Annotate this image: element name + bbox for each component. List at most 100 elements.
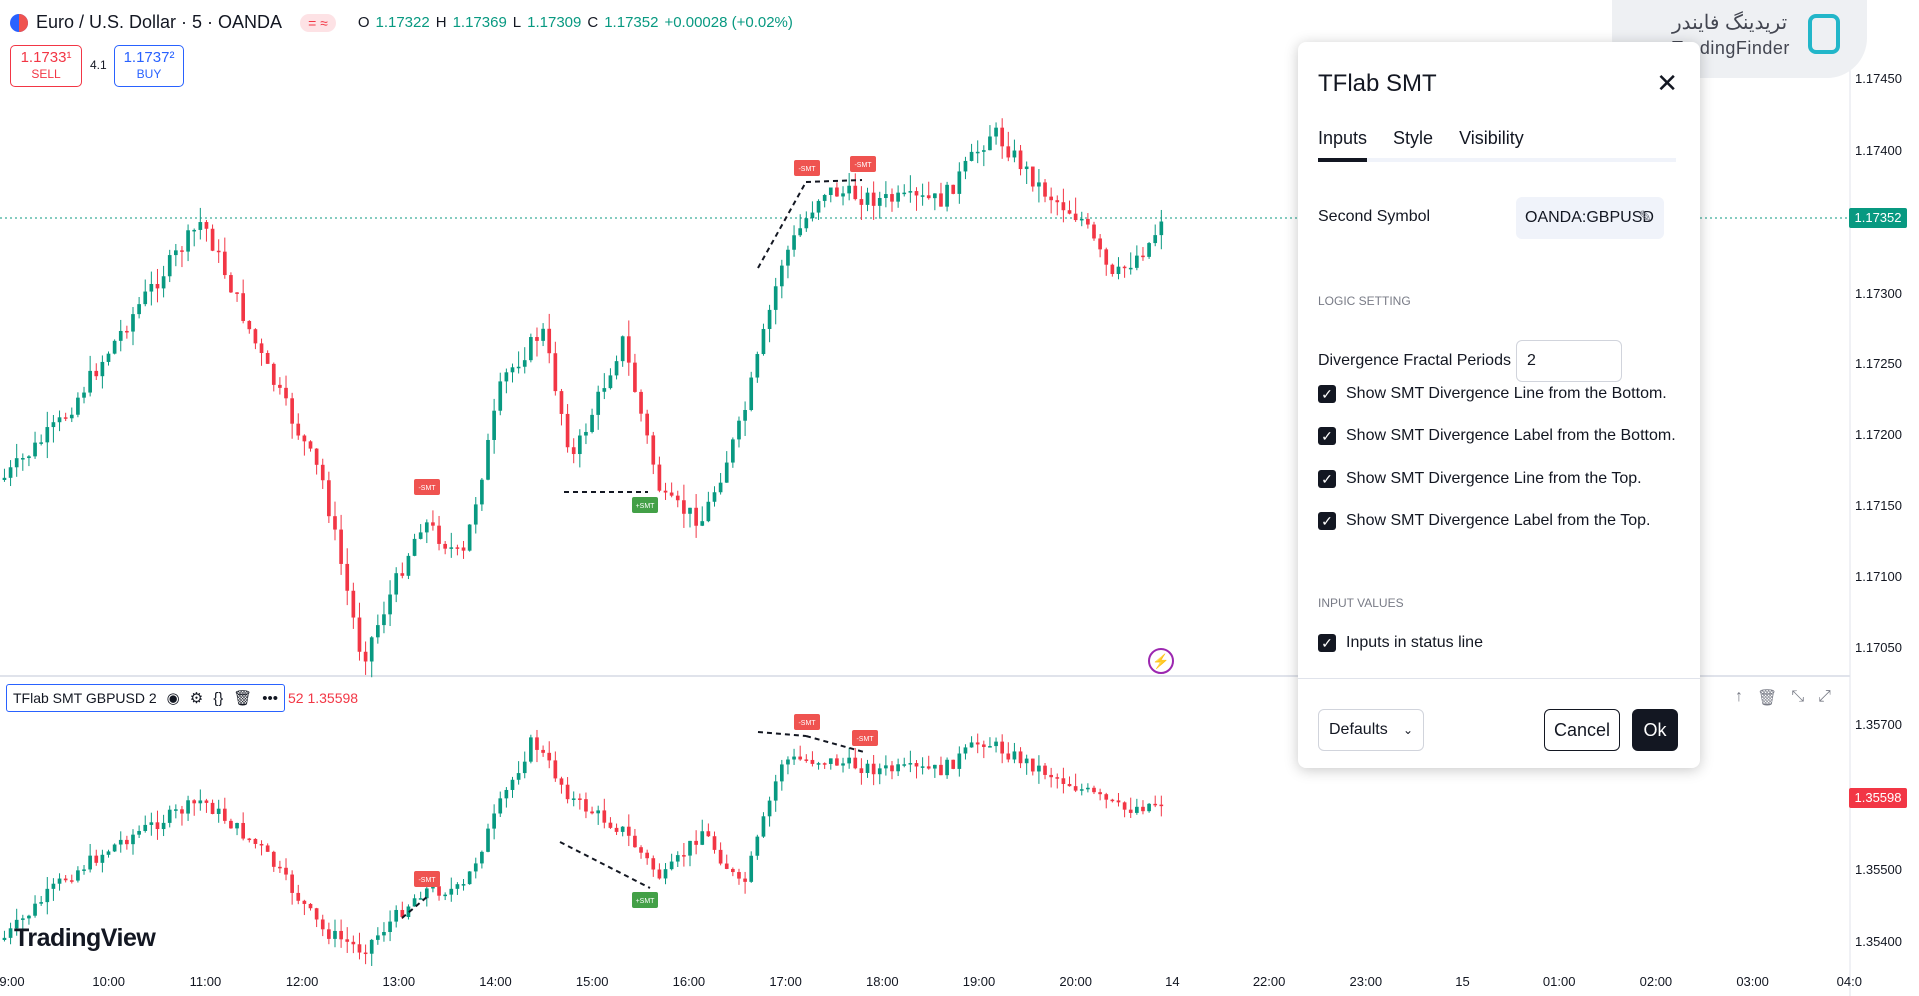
candle-body <box>902 192 907 195</box>
delete-pane-icon[interactable]: 🗑 <box>1757 690 1778 707</box>
price-axis-label: 1.17300 <box>1855 286 1902 301</box>
candle-body <box>1122 802 1127 810</box>
candle-body <box>969 742 974 748</box>
candle-body <box>388 921 392 933</box>
candle-body <box>896 192 900 202</box>
move-up-icon[interactable]: ↑ <box>1735 688 1743 705</box>
candle-body <box>375 935 380 940</box>
checkbox-checked-icon[interactable]: ✓ <box>1318 512 1336 530</box>
candle-body <box>1159 804 1164 807</box>
tradingview-logo[interactable]: TradingView <box>14 924 156 952</box>
symbol-title[interactable]: Euro / U.S. Dollar · 5 · OANDA <box>36 12 283 32</box>
tab-style[interactable]: Style <box>1393 128 1434 148</box>
candle-body <box>577 798 582 800</box>
candle-body <box>896 764 900 772</box>
candle-body <box>779 265 784 287</box>
buy-button[interactable]: 1.1737² BUY <box>114 45 184 87</box>
defaults-dropdown[interactable]: Defaults ⌄ <box>1318 709 1424 751</box>
pencil-icon[interactable]: ✎ <box>1638 209 1652 226</box>
checkbox-checked-icon[interactable]: ✓ <box>1318 634 1336 652</box>
compare-pill[interactable]: = ≈ <box>300 13 336 32</box>
sell-button[interactable]: 1.1733¹ SELL <box>10 45 82 87</box>
candle-body <box>369 637 374 662</box>
candle-body <box>498 798 503 814</box>
candle-body <box>841 763 845 766</box>
candle-body <box>969 151 974 161</box>
smt-bull-label <box>632 892 658 908</box>
check-status-line[interactable]: ✓ Inputs in status line <box>1318 634 1483 652</box>
settings-icon[interactable]: ⚙ <box>189 690 204 707</box>
candle-body <box>657 464 662 491</box>
candle-body <box>473 504 478 525</box>
trash-icon[interactable]: 🗑 <box>233 690 253 707</box>
candle-body <box>443 543 448 549</box>
candle-body <box>1012 150 1017 158</box>
candle-body <box>1128 809 1133 813</box>
candle-body <box>94 370 99 377</box>
lightning-icon[interactable]: ⚡ <box>1148 648 1174 674</box>
cancel-button[interactable]: Cancel <box>1544 709 1620 751</box>
candle-body <box>559 391 564 414</box>
candle-body <box>88 855 92 870</box>
candle-body <box>608 375 613 389</box>
price-axis-label: 1.17250 <box>1855 356 1902 371</box>
second-symbol-field[interactable]: OANDA:GBPUSD ✎ <box>1516 197 1664 239</box>
candle-body <box>480 851 484 864</box>
maximize-icon[interactable]: ⤢ <box>1818 688 1831 705</box>
candle-body <box>1043 765 1047 775</box>
watermark-en: TradingFinder <box>1672 38 1790 58</box>
candle-body <box>400 573 405 576</box>
candle-body <box>535 737 539 750</box>
dialog-footer: Defaults ⌄ Cancel Ok <box>1298 678 1700 768</box>
candle-body <box>278 866 282 869</box>
candle-body <box>314 448 319 465</box>
close-icon[interactable]: ✕ <box>1656 68 1678 98</box>
candle-body <box>743 409 747 421</box>
candle-body <box>375 625 380 638</box>
candle-body <box>1079 218 1084 221</box>
fractal-periods-input[interactable]: 2 <box>1516 340 1622 382</box>
candle-body <box>308 441 313 449</box>
candle-body <box>424 522 429 533</box>
checkbox-checked-icon[interactable]: ✓ <box>1318 385 1336 403</box>
candle-body <box>388 594 392 615</box>
candle-body <box>626 826 631 836</box>
candle-body <box>204 800 209 803</box>
tab-visibility[interactable]: Visibility <box>1459 128 1524 148</box>
candle-body <box>522 360 527 367</box>
source-code-icon[interactable]: {} <box>213 689 224 707</box>
candle-body <box>1135 255 1139 268</box>
indicator-name[interactable]: TFlab SMT GBPUSD 2 <box>13 690 157 706</box>
candle-body <box>645 413 649 436</box>
collapse-icon[interactable]: ⤡ <box>1791 688 1805 705</box>
candle-body <box>516 773 521 780</box>
checkbox-checked-icon[interactable]: ✓ <box>1318 470 1336 488</box>
candle-body <box>822 194 827 201</box>
indicator-legend[interactable]: TFlab SMT GBPUSD 2 ◉ ⚙ {} 🗑 ••• <box>6 684 286 712</box>
time-axis-label: 11:00 <box>190 974 222 989</box>
candle-body <box>51 883 56 889</box>
candle-body <box>351 590 356 618</box>
candle-body <box>639 847 643 853</box>
candle-body <box>118 839 123 845</box>
check-label-top[interactable]: ✓ Show SMT Divergence Label from the Top… <box>1318 512 1650 530</box>
main-price-axis: 1.17450 1.17400 1.17300 1.17250 1.17200 1.171… <box>1855 71 1902 655</box>
checkbox-checked-icon[interactable]: ✓ <box>1318 427 1336 445</box>
candle-body <box>76 870 80 881</box>
eye-icon[interactable]: ◉ <box>166 690 180 707</box>
more-icon[interactable]: ••• <box>262 689 279 707</box>
candle-body <box>804 759 809 761</box>
candle-body <box>614 361 619 376</box>
check-line-bottom[interactable]: ✓ Show SMT Divergence Line from the Bott… <box>1318 385 1667 403</box>
candle-body <box>590 414 594 432</box>
time-axis-label: 18:00 <box>866 974 899 989</box>
price-axis-label: 1.17200 <box>1855 427 1902 442</box>
ok-button[interactable]: Ok <box>1632 709 1678 751</box>
check-line-top[interactable]: ✓ Show SMT Divergence Line from the Top. <box>1318 470 1642 488</box>
candle-body <box>143 291 148 305</box>
candle-body <box>963 747 968 754</box>
tab-inputs[interactable]: Inputs <box>1318 128 1368 162</box>
candle-body <box>786 249 790 266</box>
check-label-bottom[interactable]: ✓ Show SMT Divergence Label from the Bot… <box>1318 427 1676 445</box>
